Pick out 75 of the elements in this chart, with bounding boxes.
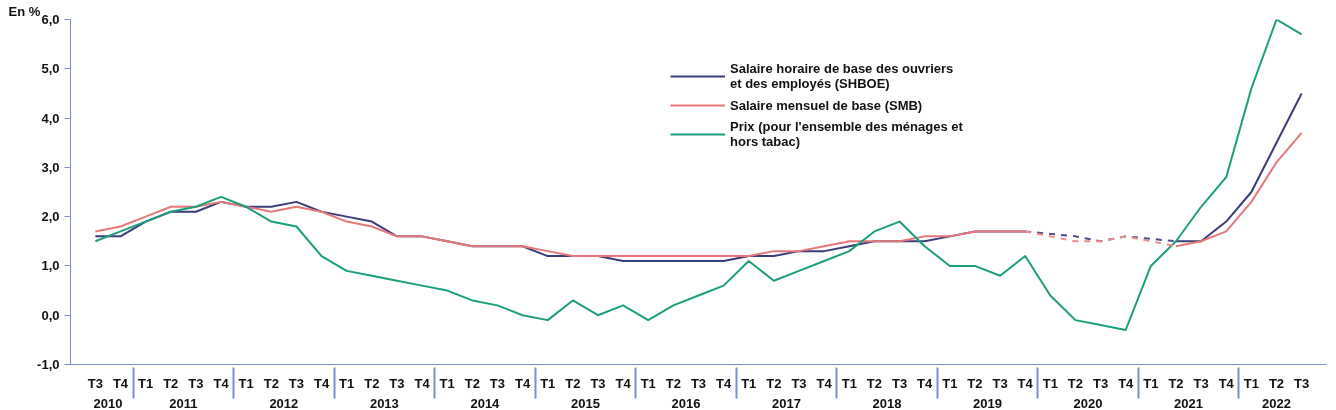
x-tick-label: T3 bbox=[690, 375, 707, 391]
x-tick-label: T1 bbox=[439, 375, 455, 391]
text: 2012 bbox=[269, 395, 299, 410]
x-tick-label: T4 bbox=[615, 375, 632, 391]
x-tick-label: T4 bbox=[917, 375, 934, 391]
x-tick-label: T2 bbox=[1268, 375, 1285, 391]
x-tick-label: T1 bbox=[238, 375, 254, 391]
text: 2019 bbox=[973, 395, 1002, 410]
x-tick-label: T3 bbox=[791, 375, 807, 391]
x-tick-label: T4 bbox=[716, 375, 732, 391]
x-tick-label: T4 bbox=[515, 375, 531, 391]
x-tick-label: T4 bbox=[1017, 375, 1034, 391]
legend-label: Salaire mensuel de base (SMB) bbox=[730, 96, 923, 114]
x-tick-label: T3 bbox=[87, 375, 103, 391]
x-tick-label: T1 bbox=[640, 375, 656, 391]
x-tick-label: T3 bbox=[1093, 375, 1109, 391]
y-tick-label: 6,0 bbox=[41, 12, 60, 27]
text: 2015 bbox=[570, 395, 600, 410]
y-tick-label: 0,0 bbox=[41, 307, 60, 323]
x-tick-label: T4 bbox=[1118, 375, 1135, 391]
x-tick-label: T3 bbox=[1294, 375, 1310, 391]
x-tick-label: T3 bbox=[891, 375, 908, 391]
x-tick-label: T1 bbox=[339, 375, 355, 391]
text: 2017 bbox=[772, 395, 801, 410]
x-tick-label: T2 bbox=[866, 375, 882, 391]
line-series bbox=[94, 19, 1303, 331]
x-tick-label: T2 bbox=[565, 375, 581, 391]
text: 2016 bbox=[671, 395, 701, 410]
y-tick-label: 5,0 bbox=[41, 61, 60, 77]
text: 2014 bbox=[470, 395, 501, 410]
legend-label: Prix (pour l'ensemble des ménages et hors tabac) bbox=[730, 119, 963, 149]
x-tick-label: T2 bbox=[967, 375, 983, 391]
text: 2010 bbox=[93, 395, 123, 410]
x-tick-label: T3 bbox=[590, 375, 606, 391]
x-tick-label: T3 bbox=[288, 375, 305, 391]
x-tick-label: T3 bbox=[389, 375, 405, 391]
text: 2018 bbox=[872, 395, 902, 410]
x-tick-label: T2 bbox=[364, 375, 380, 391]
text: 2022 bbox=[1262, 395, 1291, 410]
x-tick-label: T2 bbox=[163, 375, 179, 391]
y-tick-label: 2,0 bbox=[41, 209, 60, 225]
legend-label: Salaire horaire de base des ouvriers et des employés (SHBOE) bbox=[730, 61, 954, 91]
text: 2011 bbox=[169, 395, 198, 410]
text: 2021 bbox=[1174, 395, 1203, 410]
x-tick-label: T2 bbox=[1067, 375, 1084, 391]
x-tick-label: T2 bbox=[1168, 375, 1184, 391]
x-tick-label: T3 bbox=[188, 375, 204, 391]
y-tick-label: -1,0 bbox=[37, 357, 60, 372]
x-tick-label: T1 bbox=[540, 375, 556, 391]
x-tick-label: T1 bbox=[942, 375, 958, 391]
x-tick-label: T4 bbox=[313, 375, 330, 391]
x-tick-label: T2 bbox=[263, 375, 279, 391]
y-tick-label: 3,0 bbox=[41, 159, 60, 175]
x-tick-label: T3 bbox=[992, 375, 1008, 391]
x-tick-label: T1 bbox=[841, 375, 857, 391]
x-tick-label: T1 bbox=[1243, 375, 1259, 391]
x-tick-label: T1 bbox=[1143, 375, 1159, 391]
x-tick-label: T2 bbox=[464, 375, 480, 391]
x-tick-label: T4 bbox=[414, 375, 431, 391]
y-tick-label: 1,0 bbox=[41, 258, 60, 274]
x-tick-label: T4 bbox=[1218, 375, 1235, 391]
x-tick-label: T3 bbox=[489, 375, 506, 391]
text: 2020 bbox=[1073, 395, 1103, 410]
x-tick-label: T2 bbox=[766, 375, 782, 391]
x-tick-label: T3 bbox=[1193, 375, 1209, 391]
text: 2013 bbox=[369, 395, 399, 410]
x-tick-label: T4 bbox=[816, 375, 833, 391]
x-tick-label: T1 bbox=[741, 375, 757, 391]
y-axis-title: En % bbox=[8, 3, 41, 19]
x-tick-label: T1 bbox=[138, 375, 154, 391]
y-tick-label: 4,0 bbox=[41, 110, 60, 126]
x-tick-label: T4 bbox=[213, 375, 230, 391]
x-tick-label: T4 bbox=[112, 375, 129, 391]
x-tick-label: T1 bbox=[1042, 375, 1058, 391]
x-tick-label: T2 bbox=[665, 375, 681, 391]
